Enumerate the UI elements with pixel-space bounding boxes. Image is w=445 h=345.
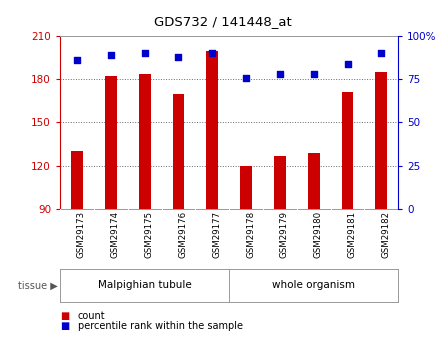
Bar bbox=[71, 151, 83, 209]
Point bbox=[378, 51, 385, 56]
Text: GSM29173: GSM29173 bbox=[77, 210, 86, 258]
Text: ■: ■ bbox=[60, 311, 69, 321]
Text: GSM29175: GSM29175 bbox=[145, 210, 154, 258]
Point bbox=[344, 61, 351, 67]
Point bbox=[243, 75, 250, 80]
Bar bbox=[139, 73, 150, 209]
Text: GSM29174: GSM29174 bbox=[111, 210, 120, 258]
Text: GDS732 / 141448_at: GDS732 / 141448_at bbox=[154, 16, 291, 29]
Text: GSM29177: GSM29177 bbox=[212, 210, 221, 258]
Point bbox=[141, 51, 148, 56]
Text: count: count bbox=[78, 311, 105, 321]
Text: whole organism: whole organism bbox=[272, 280, 355, 290]
Bar bbox=[240, 166, 252, 209]
Text: GSM29178: GSM29178 bbox=[246, 210, 255, 258]
Point bbox=[73, 58, 81, 63]
Point bbox=[276, 71, 283, 77]
Point bbox=[175, 54, 182, 60]
Bar bbox=[274, 156, 286, 209]
Text: GSM29176: GSM29176 bbox=[178, 210, 187, 258]
Point bbox=[209, 51, 216, 56]
Text: Malpighian tubule: Malpighian tubule bbox=[98, 280, 191, 290]
Text: GSM29181: GSM29181 bbox=[348, 210, 356, 258]
Bar bbox=[342, 92, 353, 209]
Text: ■: ■ bbox=[60, 321, 69, 331]
Text: percentile rank within the sample: percentile rank within the sample bbox=[78, 321, 243, 331]
Point bbox=[310, 71, 317, 77]
Text: GSM29179: GSM29179 bbox=[280, 210, 289, 257]
Bar bbox=[376, 72, 387, 209]
Bar bbox=[173, 94, 184, 209]
Text: GSM29182: GSM29182 bbox=[381, 210, 390, 258]
Point bbox=[107, 52, 114, 58]
Bar bbox=[308, 152, 320, 209]
Bar bbox=[206, 51, 218, 209]
Bar bbox=[105, 77, 117, 209]
Text: GSM29180: GSM29180 bbox=[314, 210, 323, 258]
Text: tissue ▶: tissue ▶ bbox=[18, 280, 58, 290]
